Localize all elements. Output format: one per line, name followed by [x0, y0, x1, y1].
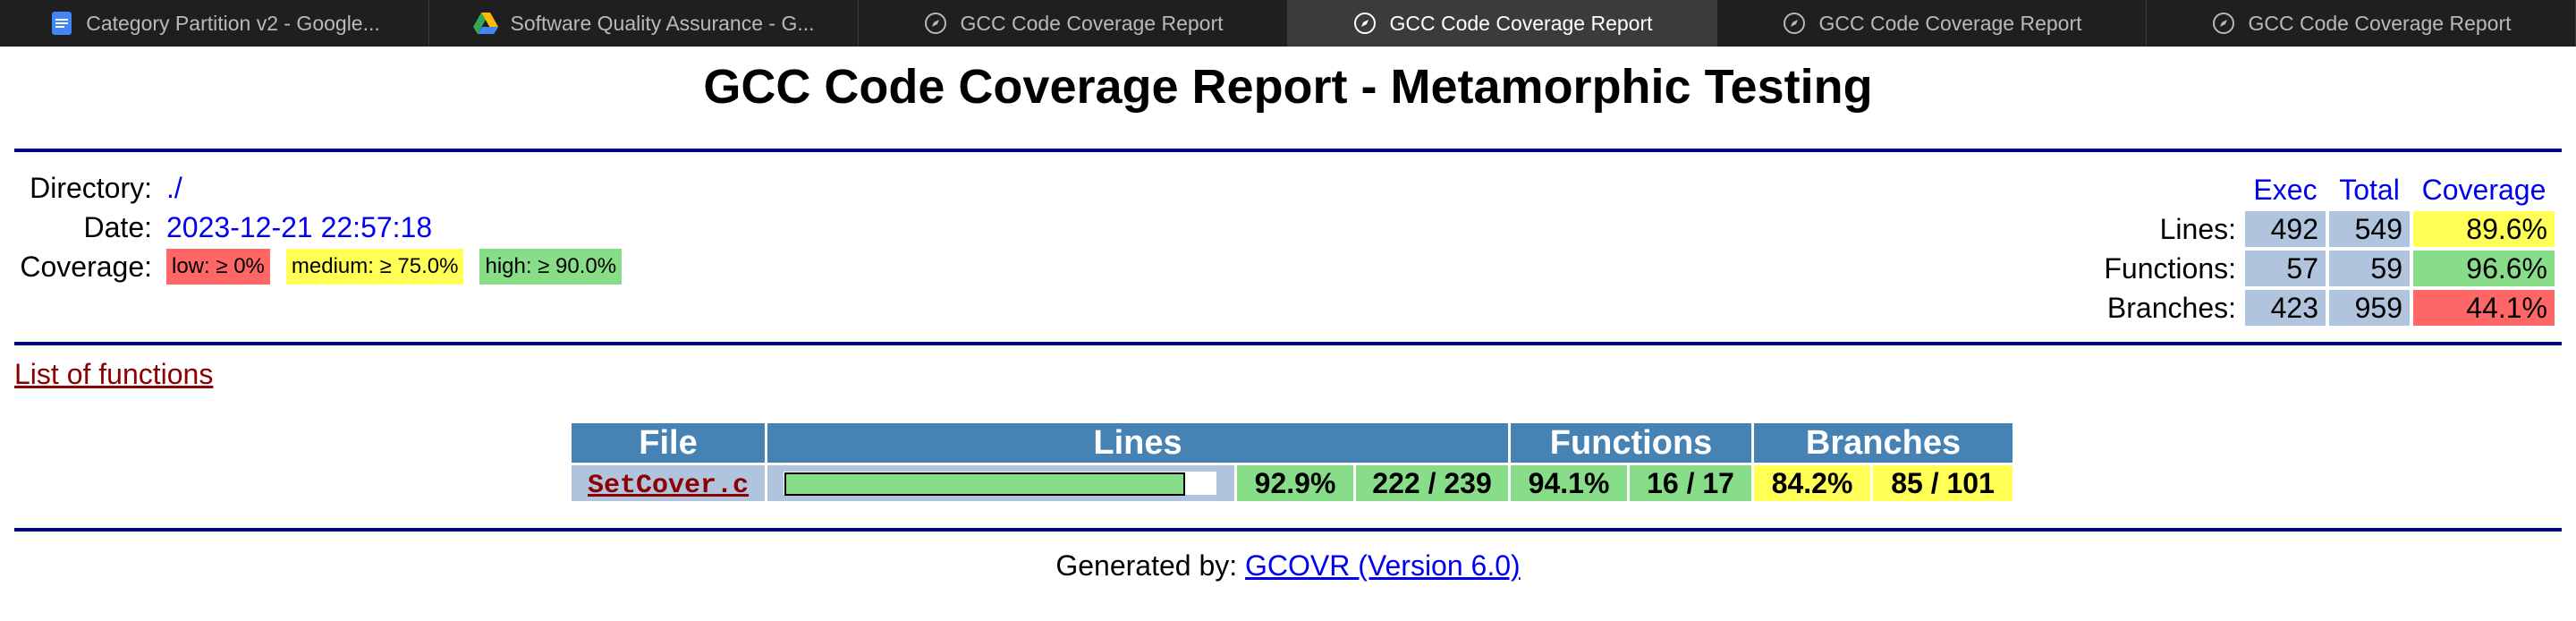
date-label: Date:: [83, 210, 152, 243]
compass-icon: [922, 10, 949, 37]
legend-medium: medium: ≥ 75.0%: [285, 249, 464, 285]
table-row: SetCover.c 92.9% 222 / 239 94.1% 16 / 17…: [572, 465, 2013, 501]
line-coverage-bar-fill: [784, 472, 1185, 496]
summary-exec: 57: [2245, 251, 2326, 286]
divider: [14, 149, 2562, 152]
summary-coverage: 44.1%: [2413, 290, 2555, 326]
divider: [14, 342, 2562, 345]
compass-icon: [1352, 10, 1378, 37]
coverage-label: Coverage:: [20, 250, 152, 283]
summary-coverage: 89.6%: [2413, 211, 2555, 247]
tab-software-quality-assurance[interactable]: Software Quality Assurance - G...: [429, 0, 859, 47]
summary-coverage: 96.6%: [2413, 251, 2555, 286]
summary-exec: 492: [2245, 211, 2326, 247]
branches-ratio: 85 / 101: [1873, 465, 2013, 501]
summary-row-functions: Functions: 57 59 96.6%: [2097, 251, 2555, 286]
summary-total: 59: [2329, 251, 2410, 286]
tab-gcc-coverage-4[interactable]: GCC Code Coverage Report: [2147, 0, 2576, 47]
tab-gcc-coverage-active[interactable]: GCC Code Coverage Report: [1288, 0, 1717, 47]
summary-row-branches: Branches: 423 959 44.1%: [2097, 290, 2555, 326]
page-title: GCC Code Coverage Report - Metamorphic T…: [703, 60, 1873, 114]
tab-label: GCC Code Coverage Report: [1818, 11, 2082, 35]
divider: [14, 528, 2562, 532]
legend-low: low: ≥ 0%: [166, 249, 270, 285]
line-coverage-bar: [784, 472, 1217, 496]
compass-icon: [2210, 10, 2237, 37]
functions-percent: 94.1%: [1511, 465, 1628, 501]
file-coverage-table: File Lines Functions Branches SetCover.c…: [569, 421, 2015, 504]
summary-table: Exec Total Coverage Lines: 492 549 89.6%…: [2093, 168, 2558, 329]
file-table-header: File Lines Functions Branches: [572, 423, 2013, 463]
file-table: File Lines Functions Branches SetCover.c…: [569, 421, 2015, 504]
tab-label: GCC Code Coverage Report: [2248, 11, 2512, 35]
summary-header-exec: Exec: [2253, 173, 2318, 206]
report-info: Directory: ./ Date: 2023-12-21 22:57:18 …: [14, 168, 638, 286]
legend-high: high: ≥ 90.0%: [479, 249, 623, 285]
google-docs-icon: [48, 10, 75, 37]
date-row: Date: 2023-12-21 22:57:18: [14, 208, 638, 247]
branches-percent: 84.2%: [1754, 465, 1871, 501]
summary-row-label: Functions:: [2104, 251, 2236, 285]
compass-icon: [1781, 10, 1808, 37]
summary-row-label: Branches:: [2106, 291, 2236, 324]
tab-label: Category Partition v2 - Google...: [86, 11, 380, 35]
gcovr-link[interactable]: GCOVR (Version 6.0): [1245, 549, 1521, 582]
directory-row: Directory: ./: [14, 168, 638, 208]
lines-ratio: 222 / 239: [1356, 465, 1509, 501]
header-functions: Functions: [1511, 423, 1752, 463]
summary-total: 959: [2329, 290, 2410, 326]
file-link[interactable]: SetCover.c: [588, 470, 750, 501]
summary-header-coverage: Coverage: [2421, 173, 2546, 206]
functions-ratio: 16 / 17: [1630, 465, 1752, 501]
tab-label: Software Quality Assurance - G...: [510, 11, 815, 35]
google-drive-icon: [472, 10, 499, 37]
summary-header-total: Total: [2339, 173, 2400, 206]
directory-value: ./: [166, 171, 182, 204]
header-branches: Branches: [1754, 423, 2013, 463]
summary-exec: 423: [2245, 290, 2326, 326]
footer-prefix: Generated by:: [1055, 549, 1246, 582]
coverage-legend: low: ≥ 0% medium: ≥ 75.0% high: ≥ 90.0%: [166, 249, 638, 285]
tab-gcc-coverage-3[interactable]: GCC Code Coverage Report: [1717, 0, 2147, 47]
coverage-legend-row: Coverage: low: ≥ 0% medium: ≥ 75.0% high…: [14, 247, 638, 286]
header-lines: Lines: [767, 423, 1509, 463]
date-value: 2023-12-21 22:57:18: [166, 210, 433, 243]
summary-row-label: Lines:: [2159, 212, 2236, 245]
summary-header-row: Exec Total Coverage: [2097, 172, 2555, 208]
tab-category-partition[interactable]: Category Partition v2 - Google...: [0, 0, 429, 47]
summary-total: 549: [2329, 211, 2410, 247]
coverage-summary: Exec Total Coverage Lines: 492 549 89.6%…: [2093, 168, 2558, 329]
directory-label: Directory:: [30, 171, 152, 204]
footer: Generated by: GCOVR (Version 6.0): [0, 549, 2576, 583]
tab-gcc-coverage-1[interactable]: GCC Code Coverage Report: [859, 0, 1288, 47]
summary-spacer: [2097, 172, 2241, 208]
tab-label: GCC Code Coverage Report: [1389, 11, 1653, 35]
header-file: File: [572, 423, 766, 463]
list-of-functions-link[interactable]: List of functions: [14, 358, 214, 390]
summary-row-lines: Lines: 492 549 89.6%: [2097, 211, 2555, 247]
line-coverage-bar-cell: [767, 465, 1235, 501]
tab-label: GCC Code Coverage Report: [960, 11, 1224, 35]
browser-tab-strip: Category Partition v2 - Google... Softwa…: [0, 0, 2576, 47]
file-cell: SetCover.c: [572, 465, 766, 501]
lines-percent: 92.9%: [1237, 465, 1354, 501]
